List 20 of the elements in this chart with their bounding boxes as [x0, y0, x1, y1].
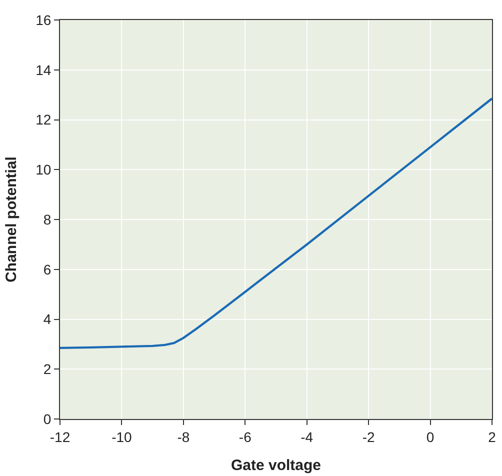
x-axis-title: Gate voltage: [230, 456, 322, 474]
y-tick-label: 10: [36, 162, 52, 178]
x-tick-label: -6: [238, 428, 252, 445]
x-tick-label: 0: [426, 428, 434, 445]
x-tick-label: -12: [50, 428, 70, 445]
y-tick-label: 4: [43, 311, 52, 328]
x-tick-label: 2: [488, 428, 496, 445]
y-tick-label: 16: [36, 12, 52, 28]
x-tick-label: -4: [300, 428, 314, 445]
y-tick-label: 2: [43, 361, 52, 378]
y-tick-label: 12: [36, 112, 52, 128]
line-series: [60, 97, 492, 350]
y-tick-label: 14: [36, 62, 52, 78]
x-tick-label: -8: [177, 428, 190, 445]
y-axis-title: Channel potential: [2, 156, 20, 282]
y-tick-label: 6: [43, 261, 52, 278]
x-tick-label: -2: [362, 428, 376, 445]
y-tick-label: 8: [43, 211, 52, 228]
y-tick-label: 0: [43, 410, 52, 427]
x-tick-label: -10: [112, 428, 132, 445]
